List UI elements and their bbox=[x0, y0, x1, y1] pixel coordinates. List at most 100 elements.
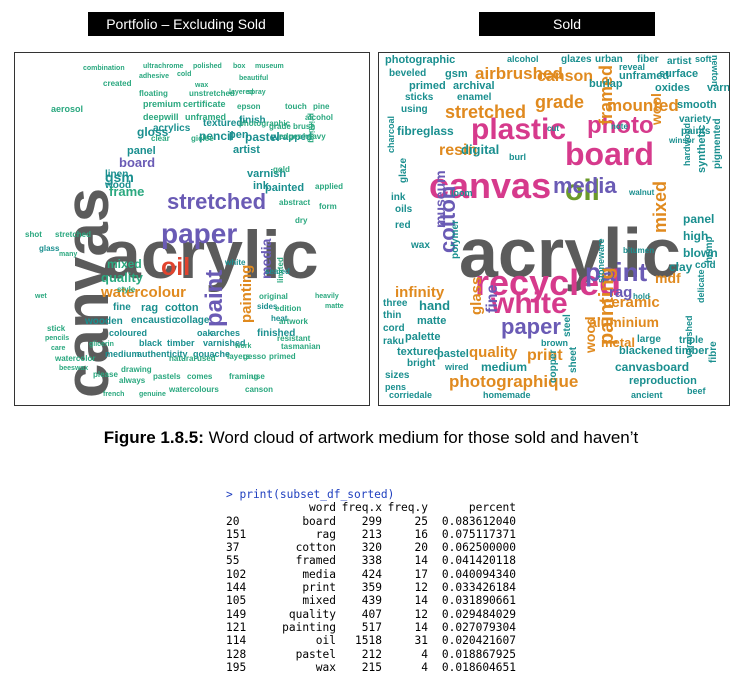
row-word: oil bbox=[315, 634, 336, 648]
unsold-cloud-word: polished bbox=[193, 63, 222, 70]
row-percent: 0.020421607 bbox=[441, 634, 516, 648]
sold-cloud-word: triple bbox=[679, 335, 704, 346]
unsold-cloud-word: watercolours bbox=[169, 385, 219, 394]
sold-cloud-word: ancient bbox=[631, 390, 663, 400]
row-freq-y: 25 bbox=[414, 514, 428, 528]
table-row: 105 mixed 439 14 0.031890661 bbox=[226, 594, 646, 607]
sold-cloud-word: unframed bbox=[619, 70, 670, 82]
unsold-cloud-word: genuine bbox=[139, 391, 166, 398]
unsold-cloud-word: oil bbox=[161, 253, 191, 281]
unsold-cloud-word: pine bbox=[313, 102, 330, 111]
unsold-cloud-word: limited bbox=[276, 257, 285, 283]
unsold-cloud-word: wood bbox=[105, 180, 132, 191]
row-freq-y: 20 bbox=[414, 541, 428, 555]
unsold-cloud-word: stretched bbox=[167, 189, 267, 214]
unsold-cloud-word: framing bbox=[229, 372, 259, 381]
sold-cloud-word: framed bbox=[596, 64, 616, 125]
row-freq-x: 359 bbox=[361, 581, 382, 595]
sold-cloud-word: media bbox=[553, 173, 617, 198]
row-freq-y: 12 bbox=[414, 607, 428, 621]
sold-cloud-word: wax bbox=[411, 240, 430, 251]
row-word: media bbox=[302, 567, 336, 581]
sold-cloud-word: hardwood bbox=[682, 123, 692, 166]
unsold-cloud-word: glicerin bbox=[89, 341, 114, 348]
sold-cloud-word: blackened bbox=[619, 345, 673, 357]
sold-cloud-word: hold bbox=[633, 292, 650, 301]
sold-cloud-word: canson bbox=[537, 68, 594, 85]
unsold-cloud-word: heat bbox=[271, 314, 288, 323]
sold-cloud-word: board bbox=[565, 136, 654, 172]
table-row: 55 framed 338 14 0.041420118 bbox=[226, 554, 646, 567]
row-index: 144 bbox=[226, 581, 247, 595]
row-freq-x: 424 bbox=[361, 567, 382, 581]
sold-cloud-word: fibre bbox=[708, 341, 719, 363]
sold-cloud-word: cold bbox=[695, 260, 716, 271]
sold-cloud-word: walnut bbox=[629, 188, 655, 197]
row-percent: 0.040094340 bbox=[441, 567, 516, 581]
sold-cloud-word: clay bbox=[669, 260, 693, 274]
row-percent: 0.075117371 bbox=[441, 527, 516, 541]
sold-cloud-word: thin bbox=[383, 310, 402, 321]
unsold-cloud-word: used bbox=[197, 354, 216, 363]
sold-cloud-word: blown bbox=[683, 246, 718, 260]
figure-caption-text: Word cloud of artwork medium for those s… bbox=[203, 428, 639, 447]
unsold-cloud-word: panel bbox=[127, 145, 156, 157]
unsold-cloud-word: varnished bbox=[203, 338, 246, 348]
unsold-cloud-word: adhesive bbox=[139, 73, 169, 80]
sold-cloud-word: photographic bbox=[385, 54, 456, 66]
sold-cloud-word: quality bbox=[469, 344, 518, 361]
row-freq-x: 517 bbox=[361, 620, 382, 634]
sold-cloud-word: sheet bbox=[568, 346, 579, 373]
sold-cloud-word: burl bbox=[509, 152, 526, 162]
sold-cloud-word: loom bbox=[451, 188, 473, 198]
sold-cloud-word: grade bbox=[535, 92, 585, 112]
sold-cloud-word: alcohol bbox=[507, 54, 539, 64]
unsold-cloud-word: pen bbox=[229, 129, 249, 141]
sold-cloud-word: pens bbox=[385, 382, 407, 392]
unsold-cloud-word: gloss bbox=[137, 125, 169, 139]
row-freq-y: 17 bbox=[414, 567, 428, 581]
unsold-cloud-word: encaustic bbox=[131, 315, 178, 326]
row-word: wax bbox=[315, 660, 336, 674]
row-freq-y: 4 bbox=[421, 647, 428, 661]
row-word: quality bbox=[288, 607, 336, 621]
unsold-cloud-word: ultrachrome bbox=[143, 63, 184, 70]
row-index: 114 bbox=[226, 634, 247, 648]
table-row: 144 print 359 12 0.033426184 bbox=[226, 581, 646, 594]
unsold-cloud-word: alcohol bbox=[305, 113, 334, 122]
sold-cloud-word: pigmented bbox=[712, 118, 723, 169]
row-freq-y: 14 bbox=[414, 554, 428, 568]
unsold-cloud-word: medium bbox=[105, 349, 140, 359]
figure-label: Figure 1.8.5: bbox=[103, 428, 204, 447]
unsold-cloud-word: rag bbox=[141, 302, 159, 314]
unsold-cloud-word: layers bbox=[227, 352, 251, 361]
unsold-cloud-word: box bbox=[233, 63, 246, 70]
sold-cloud-word: newton bbox=[710, 55, 720, 87]
sold-cloud-word: sizes bbox=[385, 370, 410, 381]
sold-cloud-word: gsm bbox=[445, 68, 468, 80]
sold-cloud-word: winsor bbox=[669, 136, 695, 145]
sold-cloud-word: textured bbox=[397, 346, 441, 358]
unsold-cloud-word: use bbox=[251, 372, 265, 381]
row-index: 102 bbox=[226, 567, 247, 581]
row-index: 128 bbox=[226, 647, 247, 661]
unsold-cloud-word: giclée bbox=[191, 134, 214, 143]
header-word: word bbox=[309, 501, 336, 515]
sold-cloud-word: airbrushed bbox=[475, 64, 563, 83]
unsold-cloud-word: created bbox=[103, 79, 132, 88]
unsold-cloud-word: painted bbox=[265, 182, 305, 194]
row-percent: 0.031890661 bbox=[441, 594, 516, 608]
unsold-cloud-word: stick bbox=[47, 324, 66, 333]
header-percent: percent bbox=[468, 501, 516, 515]
word-cloud-sold: acrylic canvas recycled board oil plastic whit… bbox=[378, 52, 730, 406]
unsold-cloud-word: brush bbox=[293, 122, 316, 131]
unsold-cloud-word: linen bbox=[105, 169, 129, 180]
sold-cloud-word: note bbox=[611, 122, 628, 131]
sold-cloud-word: three bbox=[383, 298, 408, 309]
unsold-cloud-word: gold bbox=[273, 165, 290, 174]
row-freq-y: 12 bbox=[414, 581, 428, 595]
unsold-cloud-word: finished bbox=[257, 328, 296, 339]
unsold-cloud-word: certificate bbox=[183, 99, 226, 109]
unsold-cloud-word: gouache bbox=[193, 349, 231, 359]
sold-cloud-word: artist bbox=[667, 56, 692, 67]
